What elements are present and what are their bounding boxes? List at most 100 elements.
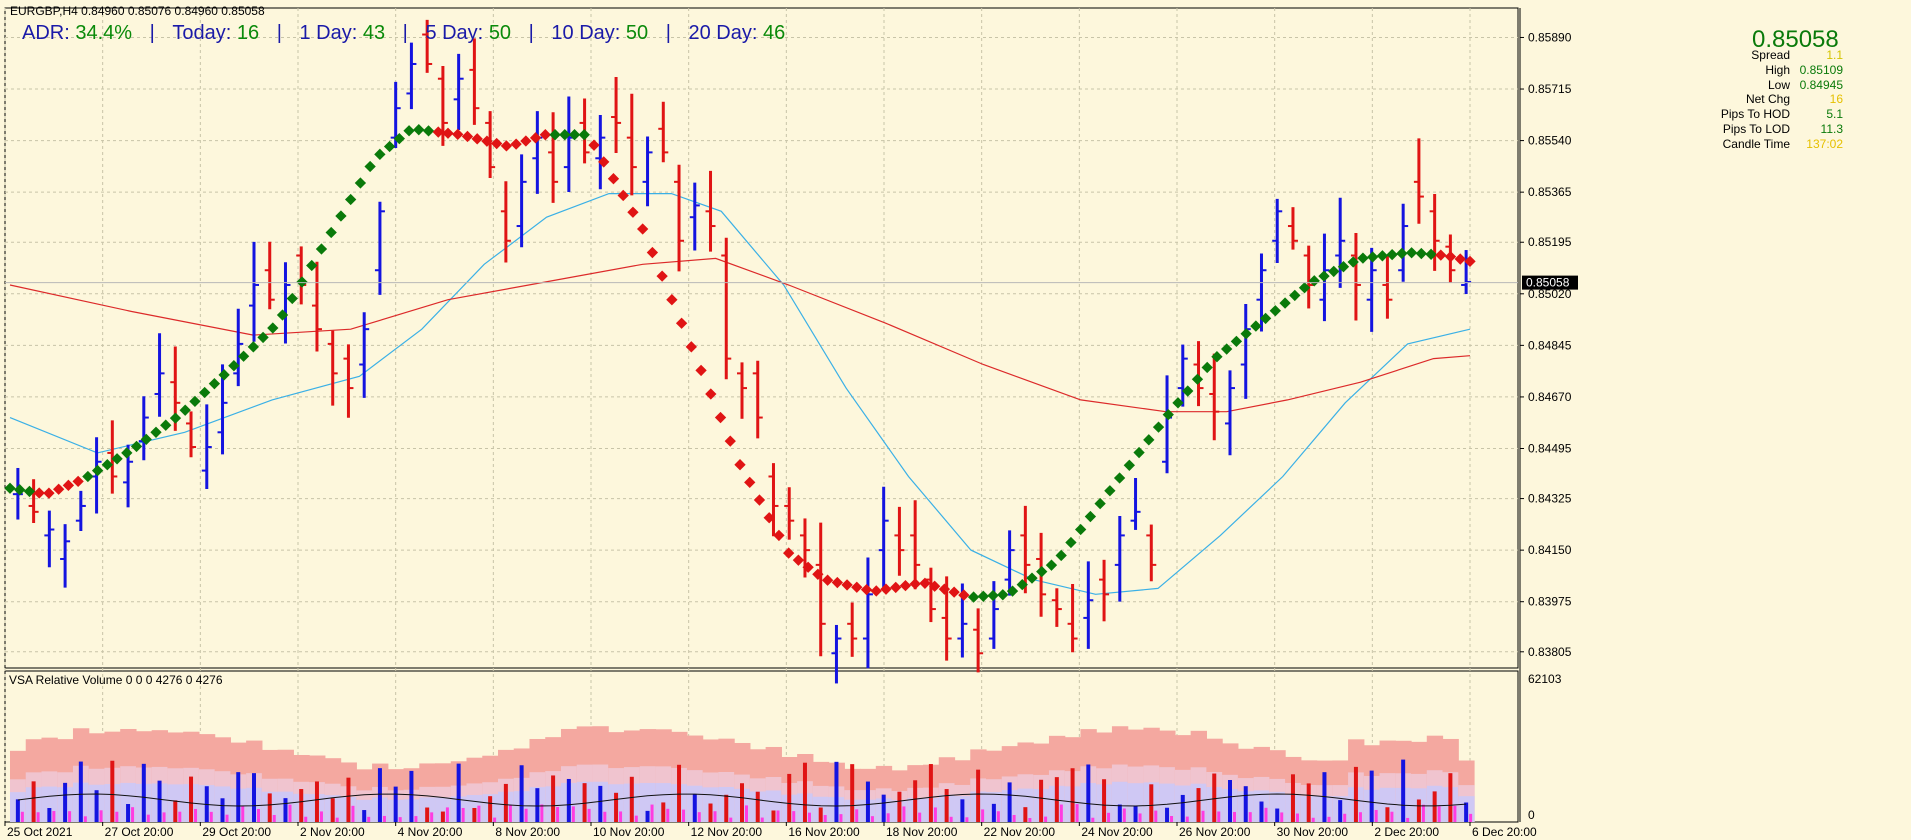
trend-dot — [899, 579, 912, 592]
trend-dot — [714, 411, 727, 424]
price-bar — [1225, 370, 1235, 456]
trend-dot — [588, 139, 600, 151]
today-label: Today: — [172, 22, 232, 44]
price-bar — [233, 308, 244, 387]
trend-dot — [744, 476, 756, 489]
trend-dot — [364, 160, 376, 173]
price-bar — [154, 333, 165, 417]
trend-dot — [675, 317, 688, 329]
trend-dot — [705, 388, 717, 400]
trend-dot — [179, 404, 191, 416]
trend-dot — [695, 364, 707, 377]
trend-dot — [500, 140, 513, 152]
info-label: Candle Time — [1722, 136, 1790, 151]
trend-dot — [1337, 261, 1350, 273]
trend-dot — [637, 223, 649, 235]
trend-dot — [1065, 536, 1077, 549]
trend-dot — [481, 135, 493, 147]
volume-bar — [135, 731, 153, 822]
trend-dot — [345, 193, 357, 206]
trend-dot — [1045, 559, 1058, 571]
separator: | — [402, 22, 408, 44]
volume-bar — [639, 729, 657, 822]
volume-bar — [1033, 743, 1050, 822]
volume-bar — [1080, 729, 1097, 822]
price-bar — [752, 360, 763, 439]
price-bar — [563, 96, 574, 193]
x-tick-label: 25 Oct 2021 — [7, 825, 73, 839]
trend-dot — [1454, 253, 1466, 265]
y-tick-label: 0.83975 — [1528, 595, 1572, 609]
price-bar — [626, 93, 637, 196]
volume-bar — [1064, 737, 1082, 822]
trend-dot — [276, 309, 289, 321]
trend-dot — [1386, 248, 1398, 261]
price-bar — [516, 154, 527, 248]
trend-dot — [1289, 289, 1301, 302]
price-bar — [327, 330, 338, 406]
trend-dot — [656, 270, 668, 282]
price-bar — [91, 437, 102, 514]
trend-dot — [909, 578, 921, 590]
volume-bar — [1348, 739, 1365, 822]
adr-label: ADR: — [22, 22, 70, 44]
volume-bar — [277, 749, 294, 822]
today-value: 16 — [236, 22, 260, 44]
trend-dot — [160, 419, 172, 431]
trend-dot — [753, 494, 766, 506]
trend-dot — [520, 135, 532, 147]
price-bar — [768, 463, 779, 537]
volume-bar — [435, 763, 452, 822]
price-bar — [689, 182, 700, 251]
trend-dot — [121, 447, 133, 459]
trend-dot — [422, 125, 435, 137]
trend-dot — [1094, 497, 1106, 510]
price-bar — [1051, 588, 1062, 627]
trend-dot — [1269, 305, 1281, 317]
trend-dot — [491, 137, 503, 150]
price-bar — [138, 396, 149, 461]
price-bar — [847, 602, 858, 657]
trend-dot — [724, 435, 736, 447]
price-bar — [1162, 375, 1173, 474]
price-bar — [359, 312, 370, 398]
volume-bar — [1316, 760, 1333, 822]
trend-dot — [812, 568, 824, 580]
x-tick-label: 12 Nov 20:00 — [691, 825, 763, 839]
volume-bar — [923, 764, 940, 822]
price-bar — [831, 624, 842, 684]
y-tick-label: 0.84325 — [1528, 492, 1572, 506]
trend-dot — [1104, 485, 1116, 497]
volume-bar — [419, 763, 436, 822]
trend-dot — [1191, 373, 1204, 385]
trend-dot — [1084, 510, 1097, 523]
volume-bar — [1222, 743, 1239, 822]
trend-dot — [1036, 565, 1048, 578]
adr-value: 34.4% — [75, 22, 133, 44]
y-tick-label: 0.84670 — [1528, 390, 1572, 404]
trend-dot — [1259, 312, 1272, 325]
price-bar — [548, 112, 559, 203]
price-bar — [1335, 197, 1346, 288]
price-bar — [611, 76, 622, 154]
x-tick-label: 27 Oct 20:00 — [105, 825, 174, 839]
volume-bar — [907, 765, 924, 822]
volume-bar — [1300, 760, 1318, 822]
volume-bar — [875, 765, 893, 822]
price-bar — [910, 500, 921, 590]
trend-dot — [91, 464, 104, 477]
info-label: Pips To HOD — [1720, 107, 1790, 122]
price-bar — [1146, 524, 1157, 582]
trend-dot — [890, 581, 902, 594]
price-bar — [1240, 304, 1251, 399]
day5-label: 5 Day: — [425, 22, 484, 44]
trend-dot — [1026, 572, 1038, 584]
volume-bar — [1426, 735, 1444, 822]
y-tick-label: 0.85365 — [1528, 185, 1572, 199]
volume-bar — [57, 739, 74, 822]
trend-dot — [82, 470, 94, 483]
volume-bar — [1127, 729, 1145, 822]
info-value: 1.1 — [1826, 48, 1843, 62]
